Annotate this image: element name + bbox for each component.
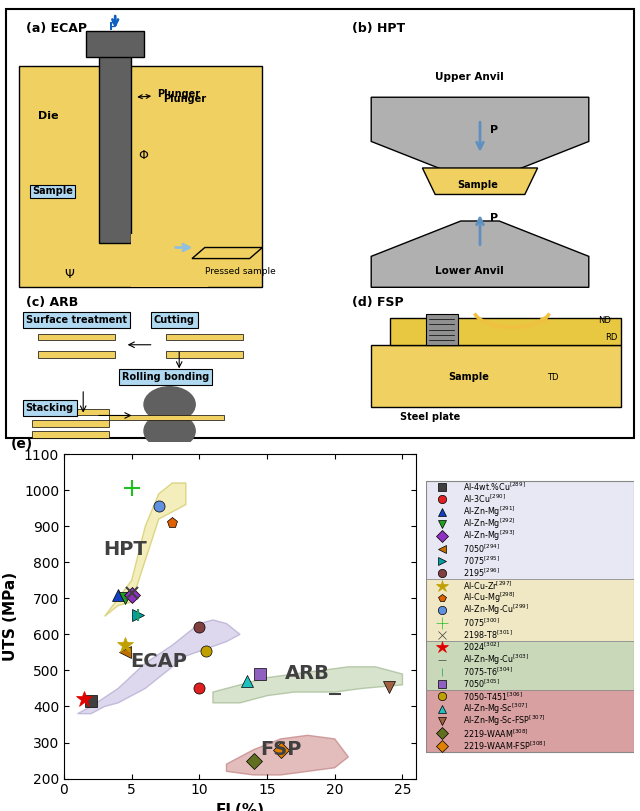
Text: P: P xyxy=(490,125,498,135)
Text: Al-Zn-Mg$^{[292]}$: Al-Zn-Mg$^{[292]}$ xyxy=(463,517,516,531)
Text: Sample: Sample xyxy=(448,372,489,382)
Text: (b) HPT: (b) HPT xyxy=(352,22,405,35)
Polygon shape xyxy=(104,483,186,616)
Text: 7050$^{[294]}$: 7050$^{[294]}$ xyxy=(463,543,500,555)
FancyBboxPatch shape xyxy=(6,9,634,438)
Polygon shape xyxy=(422,168,538,195)
Polygon shape xyxy=(371,221,589,287)
FancyBboxPatch shape xyxy=(38,351,115,358)
FancyBboxPatch shape xyxy=(426,314,458,345)
Y-axis label: UTS (MPa): UTS (MPa) xyxy=(3,572,19,661)
FancyBboxPatch shape xyxy=(32,420,109,427)
Text: 2195$^{[296]}$: 2195$^{[296]}$ xyxy=(463,567,500,579)
FancyBboxPatch shape xyxy=(32,431,109,438)
Text: 7075$^{[300]}$: 7075$^{[300]}$ xyxy=(463,616,500,629)
Text: ND: ND xyxy=(598,315,611,324)
Text: Sample: Sample xyxy=(32,187,73,196)
Text: 7050$^{[305]}$: 7050$^{[305]}$ xyxy=(463,678,500,690)
Text: 2219-WAAM-FSP$^{[308]}$: 2219-WAAM-FSP$^{[308]}$ xyxy=(463,740,546,752)
Text: FSP: FSP xyxy=(260,740,301,759)
Text: Al-Zn-Mg-Sc$^{[307]}$: Al-Zn-Mg-Sc$^{[307]}$ xyxy=(463,702,528,716)
Polygon shape xyxy=(77,620,240,714)
Text: 7050-T451$^{[306]}$: 7050-T451$^{[306]}$ xyxy=(463,690,523,702)
Circle shape xyxy=(144,414,195,448)
Text: Upper Anvil: Upper Anvil xyxy=(435,71,504,82)
Text: Al-Zn-Mg-Cu$^{[299]}$: Al-Zn-Mg-Cu$^{[299]}$ xyxy=(463,603,529,617)
Text: $\Phi$: $\Phi$ xyxy=(138,149,148,162)
Text: P: P xyxy=(490,213,498,223)
FancyBboxPatch shape xyxy=(426,481,634,579)
Text: (e): (e) xyxy=(12,436,33,451)
Text: Al-Zn-Mg$^{[293]}$: Al-Zn-Mg$^{[293]}$ xyxy=(463,529,516,543)
Text: 2024$^{[302]}$: 2024$^{[302]}$ xyxy=(463,641,500,654)
FancyBboxPatch shape xyxy=(426,690,634,752)
Text: RD: RD xyxy=(605,333,617,342)
Text: ECAP: ECAP xyxy=(131,652,188,671)
Text: Plunger: Plunger xyxy=(138,89,200,99)
Text: Al-Zn-Mg-Sc-FSP$^{[307]}$: Al-Zn-Mg-Sc-FSP$^{[307]}$ xyxy=(463,714,545,728)
FancyBboxPatch shape xyxy=(166,333,243,341)
Text: Al-3Cu$^{[290]}$: Al-3Cu$^{[290]}$ xyxy=(463,493,506,505)
Text: Al-Cu-Zr$^{[297]}$: Al-Cu-Zr$^{[297]}$ xyxy=(463,579,513,592)
FancyBboxPatch shape xyxy=(426,579,634,641)
Text: Steel plate: Steel plate xyxy=(400,412,460,422)
Text: 7075-T6$^{[304]}$: 7075-T6$^{[304]}$ xyxy=(463,666,513,678)
Circle shape xyxy=(144,387,195,422)
Text: Cutting: Cutting xyxy=(154,315,195,324)
Text: (d) FSP: (d) FSP xyxy=(352,296,404,309)
Polygon shape xyxy=(213,667,403,703)
Text: Plunger: Plunger xyxy=(163,93,206,104)
Text: Al-Cu-Mg$^{[298]}$: Al-Cu-Mg$^{[298]}$ xyxy=(463,590,516,605)
Polygon shape xyxy=(371,97,589,177)
Text: Pressed sample: Pressed sample xyxy=(205,267,276,276)
Text: TD: TD xyxy=(547,373,559,382)
Text: ARB: ARB xyxy=(285,664,330,684)
Text: Al-4wt.%Cu$^{[289]}$: Al-4wt.%Cu$^{[289]}$ xyxy=(463,481,526,493)
Polygon shape xyxy=(371,345,621,406)
Text: $\Psi$: $\Psi$ xyxy=(64,268,75,281)
Text: Surface treatment: Surface treatment xyxy=(26,315,127,324)
FancyBboxPatch shape xyxy=(166,351,243,358)
Text: (c) ARB: (c) ARB xyxy=(26,296,78,309)
Text: Lower Anvil: Lower Anvil xyxy=(435,266,504,276)
FancyBboxPatch shape xyxy=(19,67,262,287)
Text: 7075$^{[295]}$: 7075$^{[295]}$ xyxy=(463,555,500,567)
FancyBboxPatch shape xyxy=(426,641,634,690)
Text: Al-Zn-Mg-Cu$^{[303]}$: Al-Zn-Mg-Cu$^{[303]}$ xyxy=(463,652,529,667)
Text: 2219-WAAM$^{[308]}$: 2219-WAAM$^{[308]}$ xyxy=(463,727,529,740)
FancyBboxPatch shape xyxy=(99,44,131,243)
Polygon shape xyxy=(390,318,621,345)
FancyBboxPatch shape xyxy=(109,414,224,420)
Text: HPT: HPT xyxy=(103,540,147,559)
FancyBboxPatch shape xyxy=(32,409,109,415)
Polygon shape xyxy=(192,247,262,259)
Text: Rolling bonding: Rolling bonding xyxy=(122,372,209,382)
Polygon shape xyxy=(227,736,348,775)
Text: Al-Zn-Mg$^{[291]}$: Al-Zn-Mg$^{[291]}$ xyxy=(463,504,516,519)
FancyBboxPatch shape xyxy=(86,31,144,58)
Text: P: P xyxy=(109,22,117,32)
Text: (a) ECAP: (a) ECAP xyxy=(26,22,86,35)
FancyBboxPatch shape xyxy=(38,333,115,341)
Text: Sample: Sample xyxy=(458,180,499,190)
FancyBboxPatch shape xyxy=(131,234,208,287)
Text: Stacking: Stacking xyxy=(26,403,74,413)
Text: Die: Die xyxy=(38,111,59,122)
Text: 2198-T8$^{[301]}$: 2198-T8$^{[301]}$ xyxy=(463,629,513,641)
X-axis label: EL(%): EL(%) xyxy=(216,803,264,811)
